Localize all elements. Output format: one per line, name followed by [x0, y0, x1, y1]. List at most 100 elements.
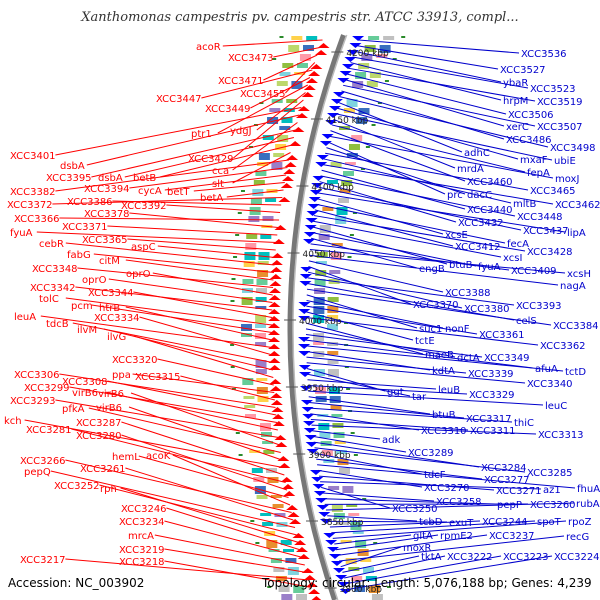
leader-line [306, 300, 444, 329]
reverse-gene-arrow [298, 337, 311, 342]
feature-block [326, 180, 338, 184]
gene-label: XCC3536 [521, 49, 567, 60]
gc-mark [344, 322, 349, 324]
gene-label: XCC3289 [408, 448, 454, 459]
feature-track [344, 36, 406, 588]
leader-line [309, 249, 566, 274]
gene-label: ydgJ [230, 126, 252, 137]
leader-line [124, 137, 294, 178]
reverse-gene-arrow [315, 162, 328, 167]
gene-label: btuB [449, 260, 473, 271]
leader-line [222, 39, 323, 47]
leader-line [310, 413, 420, 431]
leader-line [164, 548, 308, 573]
leader-line [152, 272, 273, 296]
leader-line [314, 209, 454, 247]
feature-block [286, 99, 298, 103]
feature-block [368, 585, 380, 593]
feature-block [273, 153, 285, 157]
leader-line [120, 487, 299, 543]
gene-label: gltA [413, 531, 433, 542]
feature-block [313, 351, 325, 357]
gene-label: XCC3409 [511, 266, 557, 277]
gene-label: XCC3320 [112, 355, 158, 366]
gene-label: cycA [138, 186, 162, 197]
reverse-gene-arrow [339, 589, 352, 594]
gene-label: fecA [507, 239, 529, 250]
feature-block [255, 324, 267, 328]
leader-line [311, 424, 537, 435]
feature-block [329, 387, 341, 394]
feature-block [255, 171, 267, 176]
feature-block [255, 315, 267, 323]
feature-block [357, 549, 369, 556]
gc-mark [250, 520, 255, 522]
leader-line [335, 534, 439, 551]
feature-block [319, 432, 331, 438]
leader-line [306, 305, 478, 335]
gene-label: virB6 [98, 389, 124, 400]
leader-line [307, 277, 515, 306]
leader-line [356, 45, 499, 70]
gc-mark [360, 168, 365, 170]
gene-label: XCC3507 [537, 122, 583, 133]
leader-line [317, 464, 576, 489]
reverse-gene-arrow [312, 176, 325, 181]
reverse-gene-arrow [321, 134, 334, 139]
gc-mark [259, 102, 264, 104]
feature-block [267, 117, 279, 124]
feature-block [274, 513, 286, 517]
feature-block [291, 81, 303, 89]
feature-block [348, 567, 360, 571]
leader-line [315, 203, 506, 244]
feature-block [276, 81, 288, 86]
feature-block [244, 405, 256, 408]
gc-mark [230, 366, 235, 368]
leader-line [166, 204, 281, 213]
reverse-gene-arrow [318, 512, 331, 517]
leader-line [172, 454, 291, 506]
reverse-gene-arrow [330, 99, 343, 104]
feature-block [348, 144, 360, 150]
backbone-highlight [292, 34, 348, 600]
leader-line [308, 390, 544, 406]
feature-block [291, 36, 303, 40]
feature-block [242, 378, 254, 385]
feature-block [360, 558, 372, 562]
feature-block [315, 387, 327, 394]
accession-text: Accession: NC_003902 [8, 576, 145, 590]
forward-gene-arrow [281, 176, 294, 181]
reverse-gene-arrow [298, 365, 311, 370]
feature-block [262, 135, 274, 140]
feature-block [256, 378, 268, 381]
gene-label: fyuA [10, 228, 33, 239]
feature-block [282, 63, 294, 68]
leader-line [55, 159, 290, 192]
gene-label: xcsH [567, 269, 591, 280]
gc-mark [362, 498, 367, 500]
feature-block [249, 450, 261, 453]
feature-block [265, 198, 277, 202]
gene-label: XCC3252 [54, 481, 100, 492]
feature-block [273, 567, 285, 572]
leader-line [339, 96, 549, 148]
gene-label: mltB [513, 199, 536, 210]
leader-line [133, 291, 273, 318]
gene-label: XCC3329 [469, 390, 515, 401]
gene-label: XCC3217 [20, 555, 66, 566]
forward-gene-arrow [301, 92, 314, 97]
gene-label: virB6 [96, 403, 122, 414]
reverse-gene-arrow [298, 351, 311, 356]
gene-label: XCC3308 [62, 377, 108, 388]
leader-line [164, 520, 303, 558]
feature-block [306, 36, 318, 41]
gene-label: XCC3462 [555, 200, 600, 211]
gene-label: XCC3366 [14, 214, 60, 225]
forward-gene-arrow [311, 596, 322, 600]
leader-line [327, 515, 418, 522]
gene-label: XCC3261 [80, 464, 126, 475]
reverse-gene-arrow [311, 183, 324, 188]
gene-label: XCC3392 [121, 201, 167, 212]
feature-tracks [230, 36, 406, 600]
reverse-gene-arrow [304, 225, 317, 230]
